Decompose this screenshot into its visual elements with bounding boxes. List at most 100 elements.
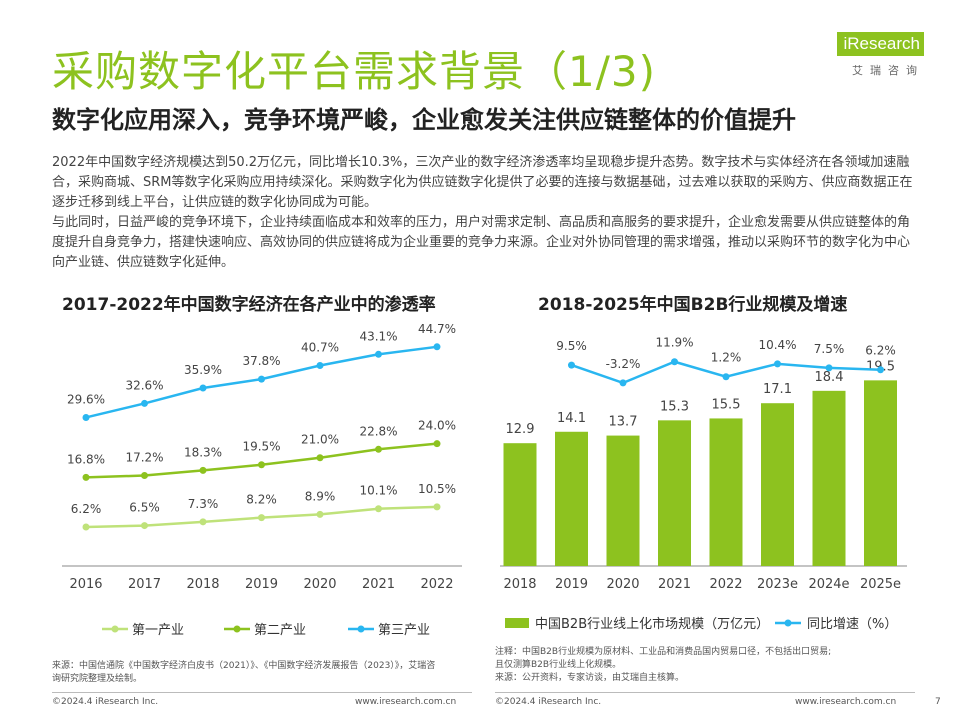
bar-2025e (864, 380, 897, 566)
data-label-s3-2020: 40.7% (301, 341, 339, 355)
growth-label-2024e: 7.5% (814, 342, 845, 356)
right-notes: 注释：中国B2B行业规模为原材料、工业品和消费品国内贸易口径，不包括出口贸易; … (495, 646, 915, 685)
right-note-line-1: 注释：中国B2B行业规模为原材料、工业品和消费品国内贸易口径，不包括出口贸易; (495, 647, 832, 657)
data-label-s2-2018: 18.3% (184, 445, 222, 459)
bar-2023e (761, 403, 794, 566)
bar-value-2023e: 17.1 (763, 382, 792, 397)
right-source-note: 来源：公开资料，专家访谈，由艾瑞自主核算。 (495, 673, 685, 683)
page-title: 采购数字化平台需求背景（1/3) (52, 47, 656, 96)
point-s2-2022 (433, 440, 441, 448)
body-text: 2022年中国数字经济规模达到50.2万亿元，同比增长10.3%，三次产业的数字… (52, 153, 914, 273)
body-paragraph-1: 2022年中国数字经济规模达到50.2万亿元，同比增长10.3%，三次产业的数字… (52, 155, 913, 210)
point-s1-2022 (433, 503, 441, 511)
point-s1-2020 (316, 510, 324, 518)
point-s3-2016 (82, 413, 90, 421)
data-label-s2-2019: 19.5% (242, 440, 280, 454)
data-label-s3-2019: 37.8% (242, 354, 280, 368)
x-tick-2020: 2020 (303, 577, 336, 592)
page-subtitle: 数字化应用深入，竞争环境严峻，企业愈发关注供应链整体的价值提升 (52, 106, 796, 134)
point-s1-2018 (199, 518, 207, 526)
footer-copyright-left: ©2024.4 iResearch Inc. (52, 697, 159, 707)
point-s2-2021 (375, 445, 382, 453)
data-label-s1-2016: 6.2% (71, 502, 102, 516)
point-s3-2017 (141, 399, 148, 407)
x-tick-2024e: 2024e (808, 577, 849, 592)
logo-sub-text: 艾瑞咨询 (852, 64, 924, 77)
growth-point-2022 (722, 373, 730, 381)
data-label-s3-2017: 32.6% (125, 378, 163, 392)
data-label-s1-2021: 10.1% (359, 484, 397, 498)
growth-label-2019: 9.5% (556, 339, 587, 353)
legend-marker-1 (111, 625, 119, 633)
data-label-s2-2016: 16.8% (67, 452, 105, 466)
right-note-line-2: 且仅测算B2B行业线上化规模。 (495, 660, 622, 670)
point-s2-2019 (258, 461, 265, 469)
data-label-s1-2022: 10.5% (418, 482, 456, 496)
data-label-s2-2022: 24.0% (418, 419, 456, 433)
x-tick-2021: 2021 (362, 577, 395, 592)
data-label-s3-2018: 35.9% (184, 363, 222, 377)
data-label-s1-2017: 6.5% (129, 501, 160, 515)
legend-marker-2 (233, 625, 241, 633)
bar-2021 (658, 420, 691, 566)
point-s1-2017 (141, 522, 148, 530)
legend-line-marker (784, 619, 792, 627)
right-chart-title: 2018-2025年中国B2B行业规模及增速 (538, 295, 848, 315)
growth-point-2023e (774, 360, 781, 368)
bar-value-2020: 13.7 (609, 415, 638, 430)
footer-copyright-right: ©2024.4 iResearch Inc. (495, 697, 602, 707)
point-s2-2018 (199, 466, 207, 474)
point-s3-2018 (199, 384, 207, 392)
x-tick-2023e: 2023e (757, 577, 798, 592)
growth-point-2024e (825, 364, 833, 372)
x-tick-2018: 2018 (503, 577, 536, 592)
growth-label-2022: 1.2% (711, 351, 742, 365)
bar-2019 (555, 431, 588, 566)
bar-2020 (606, 435, 640, 566)
data-label-s1-2018: 7.3% (188, 497, 219, 511)
legend-label-3: 第三产业 (378, 623, 430, 638)
data-label-s2-2017: 17.2% (125, 451, 163, 465)
bar-2022 (709, 418, 743, 566)
footer-url-right: www.iresearch.com.cn (795, 697, 897, 707)
growth-label-2023e: 10.4% (758, 338, 796, 352)
bar-value-2018: 12.9 (506, 422, 535, 437)
point-s1-2016 (82, 523, 90, 531)
point-s1-2021 (375, 505, 382, 513)
growth-point-2019 (568, 361, 575, 369)
footer-divider-right (495, 692, 915, 693)
data-label-s2-2021: 22.8% (359, 424, 397, 438)
legend-marker-3 (357, 625, 365, 633)
x-tick-2020: 2020 (606, 577, 639, 592)
point-s3-2022 (433, 343, 441, 351)
growth-point-2020 (619, 379, 627, 387)
point-s2-2020 (316, 454, 324, 462)
legend-bar-label: 中国B2B行业线上化市场规模（万亿元） (535, 616, 769, 632)
x-tick-2018: 2018 (186, 577, 219, 592)
data-label-s3-2022: 44.7% (418, 322, 456, 336)
data-label-s3-2021: 43.1% (359, 329, 397, 343)
point-s1-2019 (258, 514, 265, 522)
bar-2024e (812, 390, 846, 566)
point-s3-2020 (316, 362, 324, 370)
growth-point-2021 (671, 358, 678, 366)
b2b-bar-chart: 12.9 2018 14.1 2019 13.7 2020 15.3 2021 15.5 2022… (500, 336, 907, 632)
legend-line-label: 同比增速（%） (807, 617, 897, 632)
bar-value-2021: 15.3 (660, 399, 689, 414)
legend-label-2: 第二产业 (254, 623, 306, 638)
growth-label-2025e: 6.2% (865, 344, 896, 358)
data-label-s1-2020: 8.9% (305, 489, 336, 503)
growth-label-2021: 11.9% (655, 336, 693, 350)
legend-label-1: 第一产业 (132, 623, 184, 638)
iresearch-logo: iResearch 艾瑞咨询 (824, 32, 924, 80)
bar-2018 (503, 443, 537, 566)
left-chart-title: 2017-2022年中国数字经济在各产业中的渗透率 (62, 295, 436, 315)
point-s2-2017 (141, 472, 148, 480)
footer-url-left: www.iresearch.com.cn (355, 697, 457, 707)
growth-label-2020: -3.2% (606, 357, 641, 371)
point-s3-2021 (375, 350, 382, 358)
x-tick-2016: 2016 (69, 577, 102, 592)
body-paragraph-2: 与此同时，日益严峻的竞争环境下，企业持续面临成本和效率的压力，用户对需求定制、高… (52, 215, 911, 270)
growth-point-2025e (877, 366, 884, 374)
x-tick-2019: 2019 (245, 577, 278, 592)
